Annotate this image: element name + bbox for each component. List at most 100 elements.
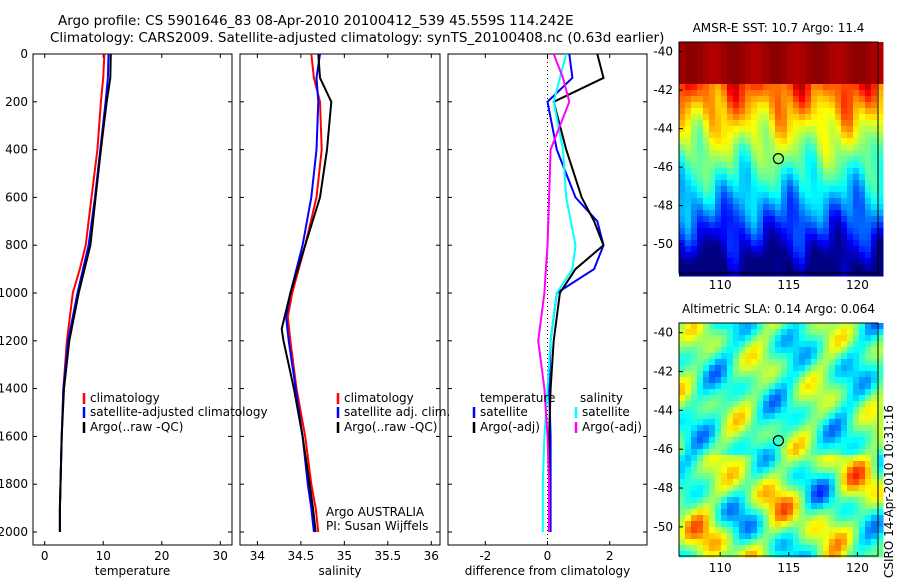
sla-map-cell [793,419,800,426]
sst-map-cell [847,102,854,109]
sla-map-cell [859,497,866,504]
sst-map-cell [847,114,854,121]
sst-map-cell [817,264,824,271]
sst-map-cell [817,156,824,163]
sst-map-cell [841,144,848,151]
sla-map-cell [685,395,692,402]
sla-map-cell [871,401,878,408]
sla-map-cell [709,323,716,330]
sla-map-cell [775,425,782,432]
sla-map-cell [709,491,716,498]
sla-map-cell [721,539,728,546]
sla-map-cell [679,353,686,360]
sla-map-cell [775,551,782,558]
sst-map-cell [811,60,818,67]
sla-map-cell [781,551,788,558]
sla-map-cell [853,455,860,462]
sla-map-cell [811,335,818,342]
sla-map-cell [865,407,872,414]
sla-map-cell [817,401,824,408]
sst-map-cell [739,72,746,79]
sla-map-cell [721,353,728,360]
sla-map-cell [733,521,740,528]
sst-map-cell [811,96,818,103]
sst-map-cell [733,102,740,109]
sla-map-cell [805,461,812,468]
sst-map-cell [799,102,806,109]
sla-map-cell [835,443,842,450]
sla-map-cell [847,473,854,480]
sst-map-cell [727,72,734,79]
sst-map-cell [853,60,860,67]
sla-map-cell [739,335,746,342]
sla-map-cell [829,377,836,384]
sst-map-cell [763,240,770,247]
sla-map-cell [841,515,848,522]
sla-map-cell [853,425,860,432]
sla-map-cell [859,455,866,462]
sst-map-cell [829,252,836,259]
sst-map-cell [805,156,812,163]
sla-map-cell [709,503,716,510]
sla-map-cell [745,533,752,540]
sla-map-cell [733,335,740,342]
sst-map-cell [733,174,740,181]
sla-map-cell [721,371,728,378]
sla-map-xtick-label: 120 [846,561,869,575]
sst-map-cell [715,114,722,121]
sst-map-cell [835,108,842,115]
sla-map-cell [829,371,836,378]
sst-map-cell [817,144,824,151]
sst-map-cell [793,150,800,157]
sst-map-cell [685,54,692,61]
sla-map-cell [733,533,740,540]
sla-map-cell [739,497,746,504]
sst-map-cell [739,258,746,265]
sst-map-cell [703,162,710,169]
sla-map-cell [733,515,740,522]
sst-map-cell [733,186,740,193]
sst-map-cell [715,42,722,49]
sla-map-cell [787,503,794,510]
sla-map-cell [847,431,854,438]
sla-map-cell [727,413,734,420]
sla-map-cell [835,389,842,396]
sla-map-cell [709,551,716,558]
sst-map-cell [703,126,710,133]
sst-map-cell [703,156,710,163]
sla-map-cell [817,515,824,522]
sla-map-cell [709,467,716,474]
sla-map-cell [823,461,830,468]
sst-map-cell [769,54,776,61]
sla-map-cell [739,485,746,492]
sst-map-cell [769,156,776,163]
depth-tick-label: 200 [5,95,28,109]
sla-map-cell [769,473,776,480]
sla-map-cell [793,341,800,348]
sst-map-ytick-label: -48 [653,199,673,213]
sla-map-cell [739,425,746,432]
sla-map-cell [787,533,794,540]
sla-map-cell [841,443,848,450]
sst-map-cell [691,54,698,61]
sst-map-cell [685,252,692,259]
sla-map-cell [709,335,716,342]
sla-map-cell [841,461,848,468]
sst-map-cell [757,126,764,133]
sla-map-cell [811,455,818,462]
sst-map-cell [805,228,812,235]
sla-map-cell [691,455,698,462]
sst-map-cell [847,162,854,169]
sla-map-cell [679,503,686,510]
sla-map-cell [847,371,854,378]
sla-map-cell [811,551,818,558]
sla-map-cell [841,401,848,408]
sst-map-cell [733,114,740,121]
sla-map-cell [739,515,746,522]
sst-map-cell [751,72,758,79]
sla-map-cell [715,389,722,396]
sst-map-cell [781,258,788,265]
sst-map-cell [733,96,740,103]
sst-map-cell [751,168,758,175]
